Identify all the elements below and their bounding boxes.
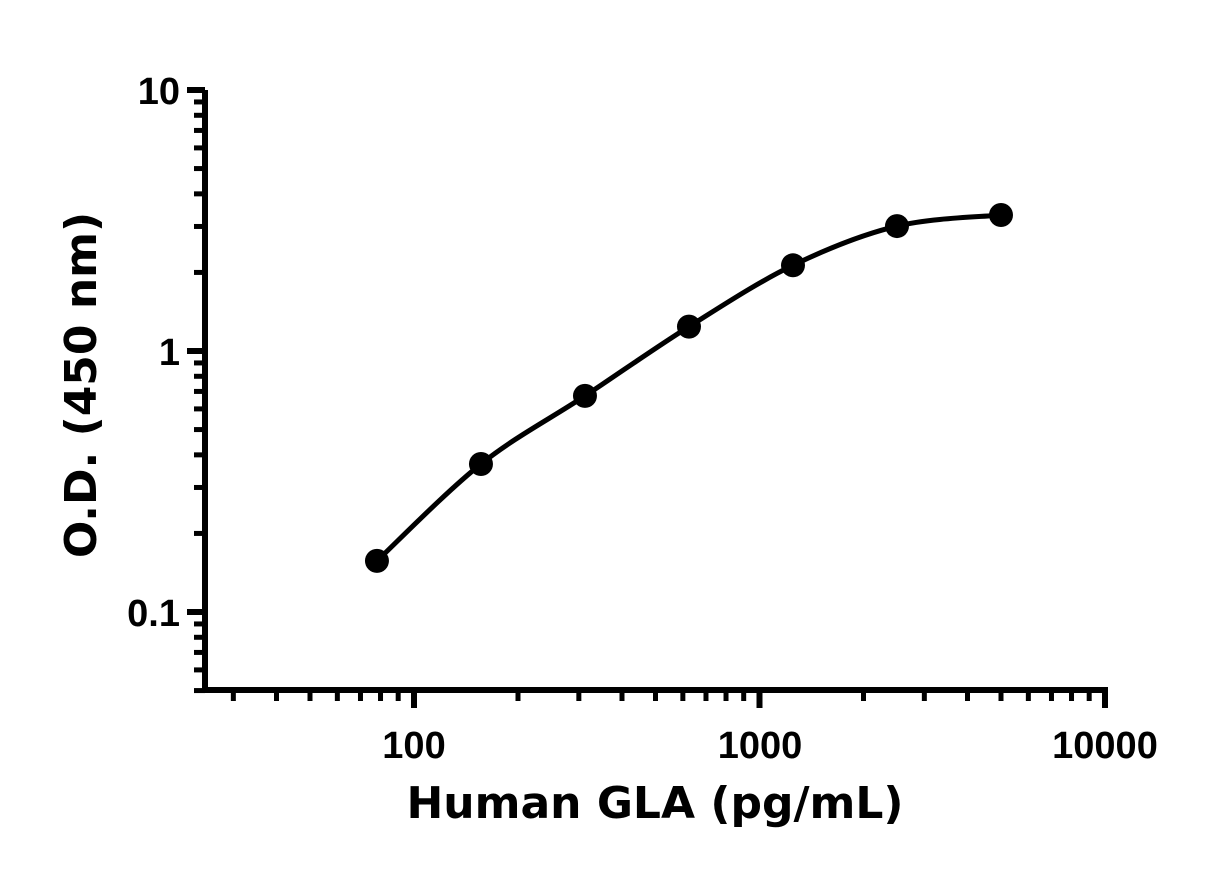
- tick-labels: 10 1 0.1 100 1000 10000: [127, 71, 1158, 767]
- x-tick-label-1000: 1000: [718, 725, 803, 767]
- axes: [202, 90, 1108, 693]
- data-point-marker: [988, 202, 1013, 227]
- x-tick-label-100: 100: [382, 725, 445, 767]
- y-tick-label-0.1: 0.1: [127, 593, 180, 635]
- y-axis-title: O.D. (450 nm): [56, 212, 107, 558]
- y-tick-label-1: 1: [159, 332, 180, 374]
- y-tick-label-10: 10: [138, 71, 180, 113]
- data-point-marker: [364, 548, 389, 573]
- fit-curve: [374, 212, 1004, 564]
- data-point-marker: [676, 314, 701, 339]
- x-tick-label-10000: 10000: [1052, 725, 1158, 767]
- data-point-marker: [780, 253, 805, 278]
- data-point-marker: [884, 214, 909, 239]
- tick-marks: [187, 87, 1108, 708]
- fit-curve-line: [374, 212, 1004, 564]
- x-axis-title: Human GLA (pg/mL): [406, 778, 903, 829]
- data-points: [364, 202, 1013, 573]
- data-point-marker: [572, 383, 597, 408]
- data-point-marker: [468, 452, 493, 477]
